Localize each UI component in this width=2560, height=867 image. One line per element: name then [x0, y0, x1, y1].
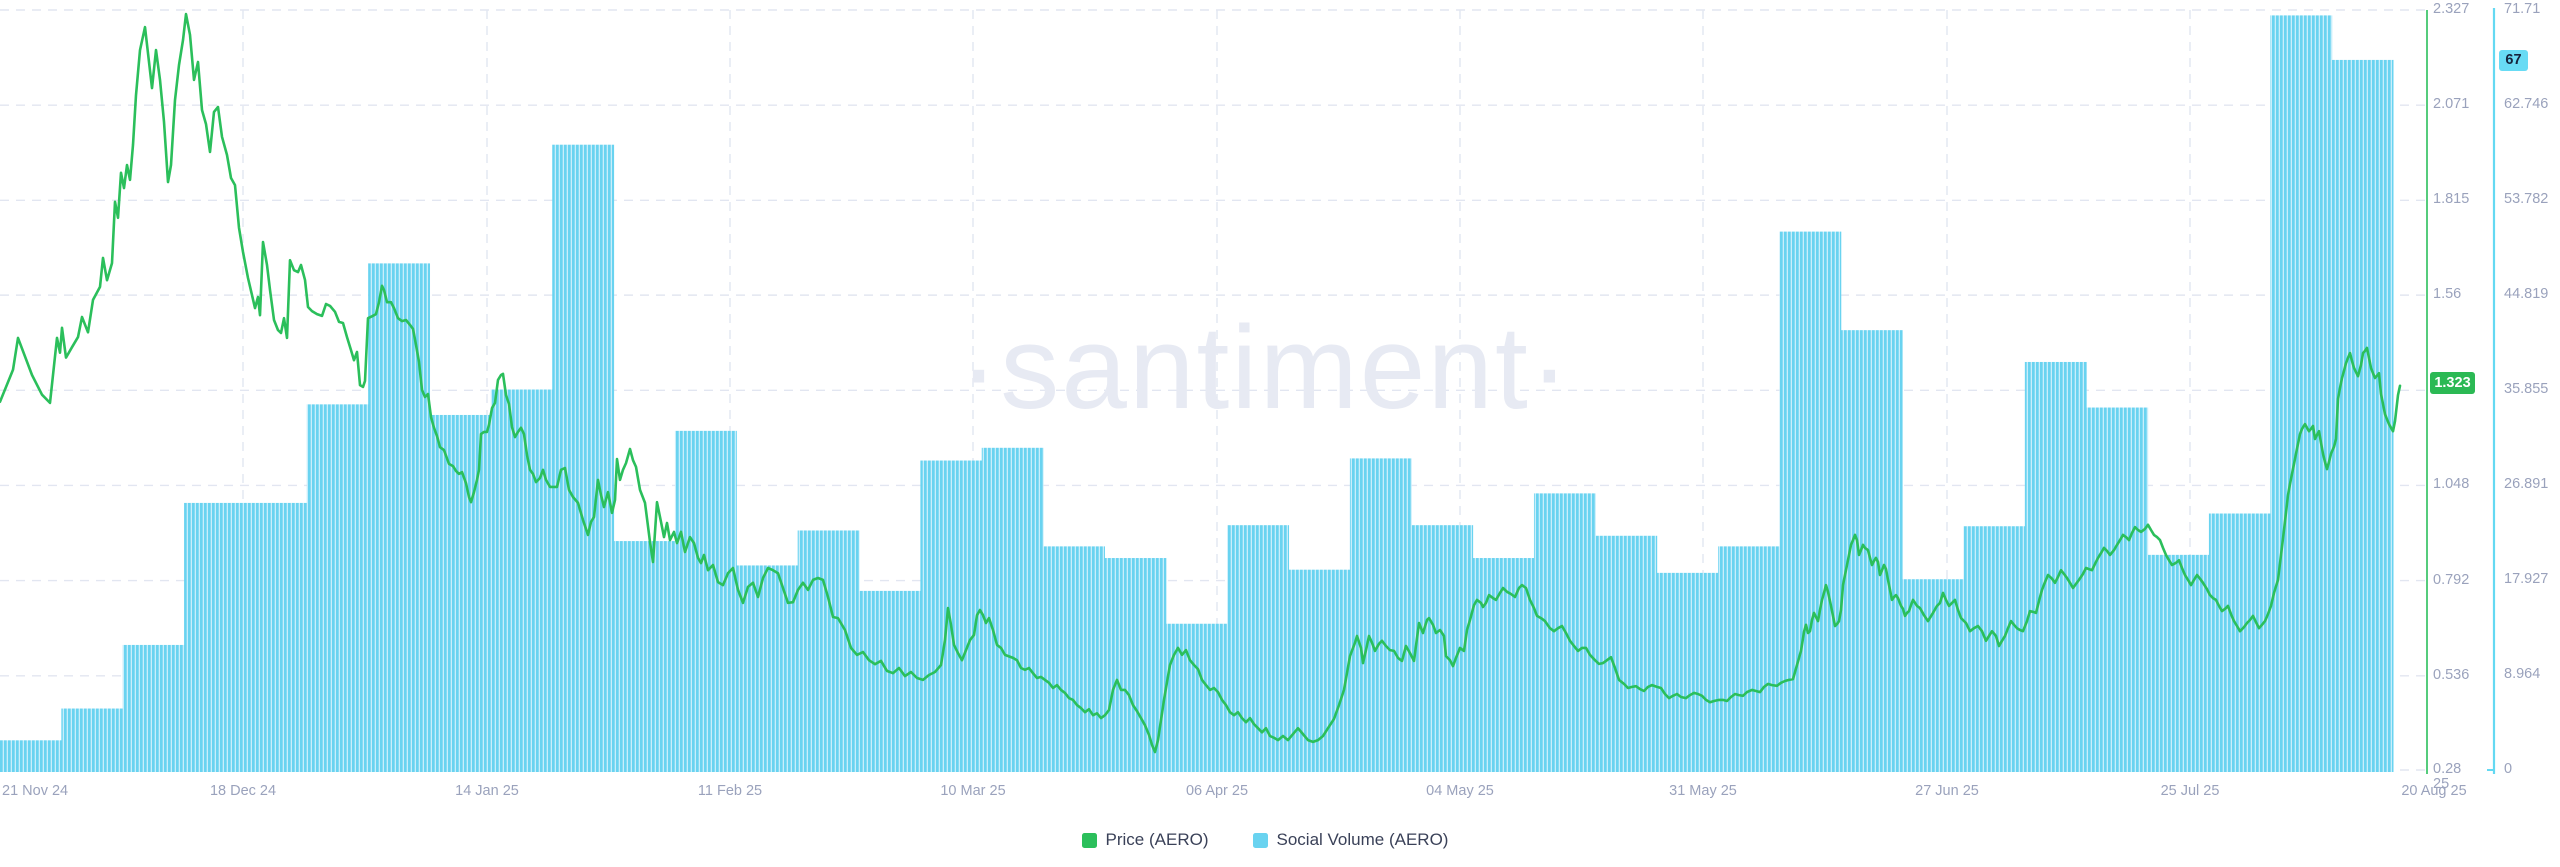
price-axis-label: 1.048 — [2433, 476, 2470, 493]
volume-bar[interactable] — [245, 502, 308, 772]
x-axis-date-label: 18 Dec 24 — [209, 783, 277, 799]
volume-bar[interactable] — [797, 530, 860, 772]
social-volume-axis-label: 62.746 — [2504, 96, 2549, 112]
price-line[interactable] — [0, 12, 2402, 754]
volume-bar[interactable] — [184, 502, 246, 772]
volume-bar[interactable] — [2086, 407, 2149, 772]
legend-item-social-volume[interactable]: Social Volume (AERO) — [1252, 830, 1449, 850]
legend-item-price[interactable]: Price (AERO) — [1081, 830, 1209, 850]
volume-bar[interactable] — [490, 389, 553, 772]
social-volume-series-swatch-icon — [1252, 832, 1268, 848]
volume-bar[interactable] — [1043, 546, 1105, 772]
volume-bar[interactable] — [1288, 569, 1351, 772]
volume-bar[interactable] — [1349, 458, 1412, 772]
current-price-badge: 1.323 — [2430, 372, 2475, 395]
social-volume-axis-label: 26.891 — [2504, 476, 2549, 492]
volume-bar[interactable] — [1165, 623, 1228, 772]
volume-bar[interactable] — [1104, 558, 1167, 772]
price-axis-label: 1.56 — [2433, 286, 2462, 303]
volume-bar[interactable] — [368, 263, 431, 772]
volume-bar[interactable] — [306, 404, 369, 772]
current-social-volume-badge: 67 — [2499, 49, 2528, 71]
price-series-swatch-icon — [1081, 832, 1097, 848]
chart-legend: Price (AERO) Social Volume (AERO) — [0, 830, 2530, 850]
price-axis-label: 0.536 — [2433, 666, 2470, 683]
volume-bar[interactable] — [981, 447, 1044, 772]
price-line-series — [0, 12, 2402, 754]
x-axis-date-label: 06 Apr 25 — [1185, 783, 1249, 799]
x-axis-date-label: 31 May 25 — [1669, 783, 1737, 799]
social-volume-axis-label: 0 — [2504, 761, 2513, 777]
legend-label-social-volume: Social Volume (AERO) — [1276, 830, 1449, 849]
volume-bar[interactable] — [1656, 572, 1719, 772]
volume-bar[interactable] — [674, 430, 737, 772]
x-axis-date-label: 20 Aug 25 — [2401, 783, 2467, 799]
x-axis-date-label: 25 Jul 25 — [2160, 783, 2220, 799]
volume-bar[interactable] — [1718, 546, 1780, 772]
social-volume-axis-label: 17.927 — [2504, 571, 2549, 587]
volume-bar[interactable] — [61, 708, 124, 772]
x-axis-date-label: 04 May 25 — [1426, 783, 1494, 799]
volume-bar[interactable] — [1595, 535, 1658, 772]
x-axis-date-label: 14 Jan 25 — [455, 783, 519, 799]
volume-bar[interactable] — [1472, 558, 1535, 772]
x-axis-date-label: 21 Nov 24 — [2, 783, 69, 799]
volume-bar[interactable] — [859, 590, 921, 772]
volume-bar[interactable] — [2331, 59, 2394, 773]
social-volume-axis-label: 71.71 — [2504, 1, 2541, 17]
price-axis-label: 0.28 25 — [2433, 761, 2462, 793]
volume-bar[interactable] — [122, 644, 185, 772]
legend-label-price: Price (AERO) — [1105, 830, 1209, 849]
volume-bar[interactable] — [429, 414, 492, 772]
volume-bar[interactable] — [1227, 525, 1290, 772]
social-volume-axis-label: 8.964 — [2504, 665, 2541, 682]
axis-lines — [2426, 8, 2496, 774]
volume-bar[interactable] — [1779, 231, 1842, 773]
volume-bar[interactable] — [0, 740, 62, 772]
volume-bar[interactable] — [2208, 513, 2271, 772]
social-volume-bars — [0, 15, 2394, 773]
volume-bar[interactable] — [1902, 579, 1964, 772]
price-axis-label: 0.792 — [2433, 571, 2470, 588]
volume-bar[interactable] — [613, 541, 676, 772]
x-axis-date-label: 27 Jun 25 — [1915, 783, 1979, 799]
volume-bar[interactable] — [2024, 361, 2087, 772]
x-axis-date-label: 11 Feb 25 — [697, 783, 763, 799]
volume-bar[interactable] — [552, 144, 615, 772]
volume-bar[interactable] — [2270, 15, 2333, 773]
price-axis-label: 2.327 — [2433, 1, 2470, 17]
x-axis-date-label: 10 Mar 25 — [940, 783, 1006, 799]
social-volume-axis-label: 44.819 — [2504, 285, 2549, 302]
volume-bar[interactable] — [920, 460, 983, 772]
social-volume-axis-label: 53.782 — [2504, 191, 2549, 207]
social-volume-axis-label: 35.855 — [2504, 381, 2549, 397]
price-axis-label: 1.815 — [2433, 191, 2470, 208]
volume-bar[interactable] — [1963, 526, 2026, 772]
volume-bar[interactable] — [2147, 554, 2210, 772]
price-axis-label: 2.071 — [2433, 96, 2470, 113]
